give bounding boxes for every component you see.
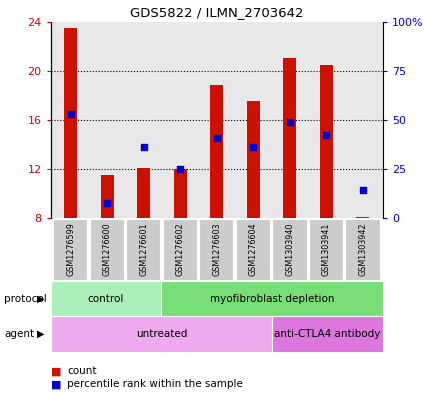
Text: ■: ■ (51, 366, 61, 376)
Bar (163, 219, 197, 280)
Bar (199, 219, 234, 280)
Bar (90, 219, 124, 280)
Bar (126, 219, 161, 280)
Point (67, 110, 74, 117)
Point (323, 131, 330, 138)
Bar (247, 101, 260, 218)
Text: untreated: untreated (136, 329, 187, 339)
Bar (51, 281, 161, 316)
Text: ▶: ▶ (37, 329, 44, 339)
Point (286, 119, 293, 125)
Text: GSM1303942: GSM1303942 (358, 223, 367, 276)
Bar (210, 85, 223, 218)
Bar (236, 219, 270, 280)
Bar (345, 219, 380, 280)
Point (140, 144, 147, 150)
Text: anti-CTLA4 antibody: anti-CTLA4 antibody (274, 329, 381, 339)
Text: protocol: protocol (4, 294, 47, 304)
Text: myofibroblast depletion: myofibroblast depletion (210, 294, 334, 304)
Bar (309, 219, 343, 280)
Text: GSM1276603: GSM1276603 (212, 223, 221, 276)
Bar (320, 64, 333, 218)
Point (213, 135, 220, 141)
Point (359, 187, 366, 193)
Text: control: control (88, 294, 124, 304)
Text: percentile rank within the sample: percentile rank within the sample (67, 379, 243, 389)
Text: ■: ■ (51, 379, 61, 389)
Text: GSM1276602: GSM1276602 (176, 223, 185, 276)
Title: GDS5822 / ILMN_2703642: GDS5822 / ILMN_2703642 (130, 6, 304, 19)
Point (177, 166, 184, 172)
Text: agent: agent (4, 329, 34, 339)
Bar (64, 28, 77, 218)
Bar (51, 316, 272, 352)
Text: GSM1276604: GSM1276604 (249, 223, 258, 276)
Point (249, 144, 257, 150)
Bar (137, 168, 150, 218)
Text: GSM1303941: GSM1303941 (322, 223, 331, 276)
Text: GSM1276601: GSM1276601 (139, 223, 148, 276)
Bar (101, 175, 114, 218)
Text: ▶: ▶ (37, 294, 44, 304)
Bar (161, 281, 383, 316)
Point (104, 200, 111, 207)
Bar (283, 59, 296, 218)
Bar (356, 217, 369, 218)
Text: count: count (67, 366, 97, 376)
Bar (272, 219, 307, 280)
Text: GSM1303940: GSM1303940 (285, 223, 294, 276)
Text: GSM1276599: GSM1276599 (66, 222, 75, 277)
Bar (53, 219, 88, 280)
Text: GSM1276600: GSM1276600 (103, 223, 112, 276)
Bar (174, 169, 187, 218)
Bar (272, 316, 383, 352)
